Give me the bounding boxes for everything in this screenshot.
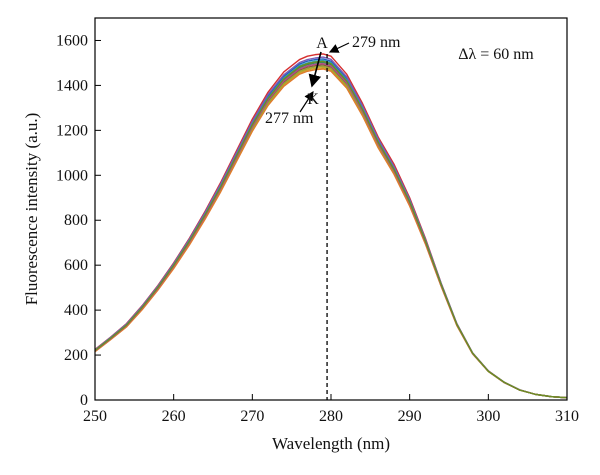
x-tick-label: 310 <box>555 408 579 425</box>
delta-lambda-label: Δλ = 60 nm <box>458 46 534 63</box>
end-label: K <box>307 91 319 108</box>
y-tick-label: 200 <box>64 347 88 364</box>
y-tick-label: 1000 <box>56 167 88 184</box>
series-line-5 <box>94 66 568 399</box>
annotations-group: A K 279 nm 277 nm <box>265 34 401 400</box>
x-axis-title: Wavelength (nm) <box>272 434 390 453</box>
series-line-9 <box>94 68 568 399</box>
y-tick-label: 1200 <box>56 122 88 139</box>
x-tick-label: 290 <box>398 408 422 425</box>
series-lines-group <box>94 53 568 399</box>
y-tick-label: 0 <box>80 392 88 409</box>
series-line-11 <box>94 60 568 399</box>
series-line-3 <box>94 61 568 399</box>
peak-start-arrow <box>328 42 350 53</box>
x-tick-label: 250 <box>83 408 107 425</box>
y-tick-label: 800 <box>64 212 88 229</box>
shift-arrow <box>308 51 322 88</box>
x-tick-label: 270 <box>240 408 264 425</box>
y-tick-label: 1600 <box>56 32 88 49</box>
series-line-10 <box>94 62 568 399</box>
series-line-2 <box>94 58 568 399</box>
series-line-1 <box>94 53 568 399</box>
peak-start-label: 279 nm <box>352 34 401 51</box>
plot-frame <box>94 17 568 401</box>
y-tick-label: 1400 <box>56 77 88 94</box>
y-tick-label: 600 <box>64 257 88 274</box>
y-axis-title: Fluorescence intensity (a.u.) <box>22 113 41 306</box>
x-tick-label: 280 <box>319 408 343 425</box>
series-line-7 <box>94 59 568 399</box>
peak-end-label: 277 nm <box>265 110 314 127</box>
y-tick-label: 400 <box>64 302 88 319</box>
peak-end-arrow <box>299 90 314 113</box>
ticks-group: 250 260 270 280 290 300 310 0 200 400 600 800 1000 12… <box>56 32 579 425</box>
series-line-8 <box>94 65 568 399</box>
series-line-6 <box>94 56 568 399</box>
x-tick-label: 300 <box>476 408 500 425</box>
start-label: A <box>316 35 328 52</box>
series-line-4 <box>94 64 568 399</box>
x-tick-label: 260 <box>162 408 186 425</box>
